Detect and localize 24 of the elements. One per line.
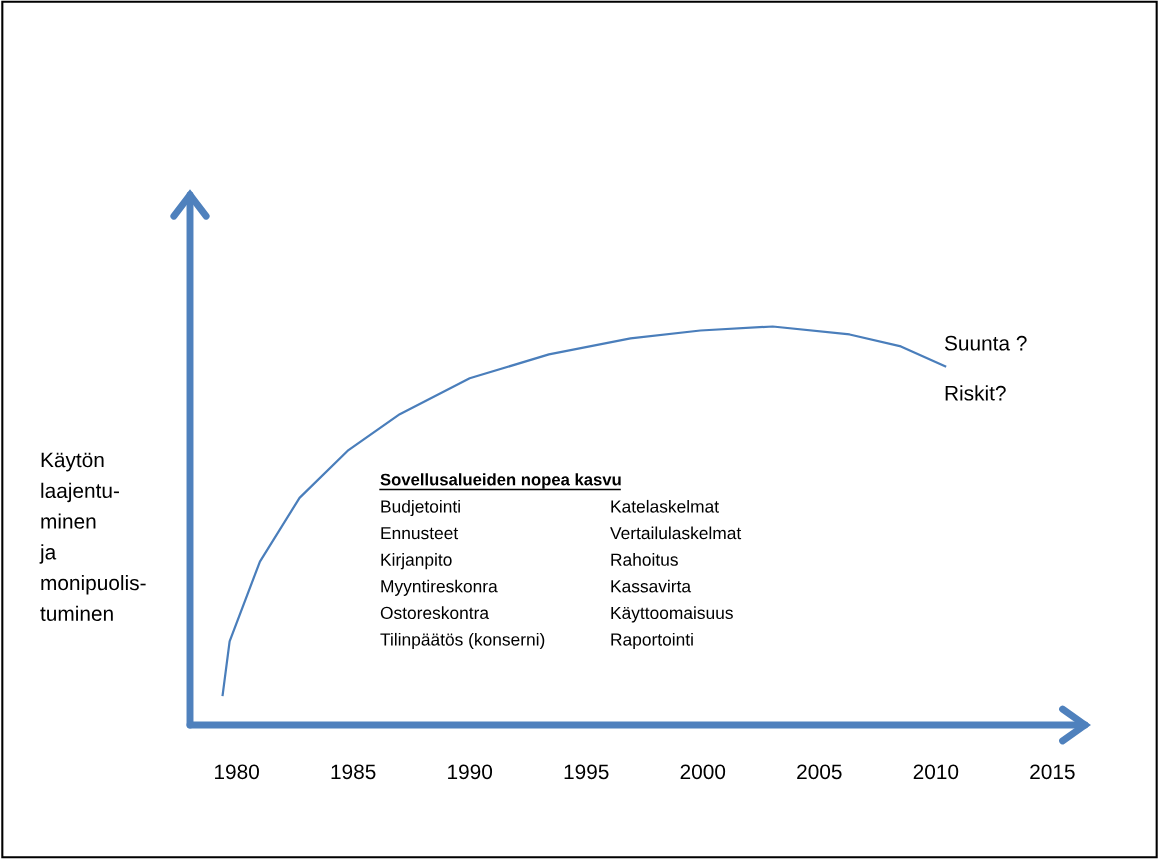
annotation: Myyntireskonra	[381, 579, 498, 596]
x-tick-label: 1985	[331, 764, 376, 780]
annotation: Riskit?	[945, 385, 1006, 401]
annotation: Ennusteet	[381, 527, 459, 540]
annotation: Käyttoomaisuus	[611, 606, 733, 623]
annotation: Vertailulaskelmat	[610, 526, 742, 540]
y-axis-title: Käytön laajentu- minen ja monipuolis- tuminen	[39, 452, 146, 622]
annotation: Kassavirta	[611, 579, 692, 593]
annotation: Tilinpäätös (konserni)	[380, 632, 545, 650]
annotation: Rahoitus	[611, 553, 678, 566]
annotation: Budjetointi	[381, 499, 460, 517]
annotation: Ostoreskontra	[380, 606, 490, 620]
x-tick-label: 1990	[448, 764, 493, 780]
annotation: Sovellusalueiden nopea kasvu	[380, 473, 621, 489]
x-tick-label: 1980	[215, 764, 259, 780]
x-tick-label: 2005	[797, 764, 842, 780]
annotation: Kirjanpito	[381, 553, 452, 570]
x-tick-label: 2010	[913, 764, 959, 780]
x-tick-label: 2000	[680, 764, 726, 780]
annotation: Raportointi	[611, 632, 693, 650]
annotation: Suunta ?	[944, 335, 1027, 351]
x-tick-label: 2015	[1030, 764, 1075, 780]
annotation: Katelaskelmat	[611, 499, 719, 513]
x-tick-label: 1995	[564, 764, 609, 780]
